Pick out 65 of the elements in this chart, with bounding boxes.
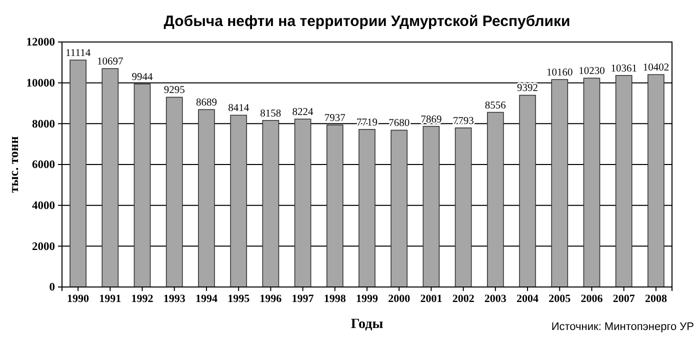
bar [390, 130, 408, 288]
y-tick-label: 8000 [32, 118, 56, 130]
bar [615, 75, 632, 288]
x-tick-label: 2004 [516, 292, 540, 305]
x-tick-label: 2006 [580, 292, 604, 305]
x-tick-label: 1998 [324, 292, 346, 305]
x-tick-label: 1994 [195, 292, 218, 305]
y-tick-label: 6000 [32, 159, 56, 172]
y-tick-label: 12000 [26, 36, 56, 49]
x-tick-label: 1991 [99, 292, 122, 305]
x-tick-label: 2003 [484, 292, 507, 305]
bar [294, 118, 312, 288]
data-label: 10697 [97, 56, 124, 68]
x-tick-label: 2002 [452, 292, 475, 305]
bar [358, 129, 376, 288]
bar [551, 79, 568, 288]
data-label: 8414 [228, 103, 250, 114]
data-label: 7937 [324, 112, 346, 124]
bar [519, 94, 536, 288]
x-tick-label: 1990 [67, 292, 90, 305]
data-label: 9944 [132, 72, 154, 83]
bar [648, 74, 664, 288]
data-label: 10160 [546, 68, 573, 79]
y-tick-label: 4000 [32, 200, 56, 212]
x-tick-label: 1999 [356, 292, 378, 305]
bar [454, 127, 472, 288]
bar [262, 120, 280, 288]
y-tick-label: 10000 [26, 78, 56, 90]
bar [583, 78, 600, 288]
data-label: 8689 [196, 98, 217, 109]
data-label: 10361 [610, 63, 637, 74]
bar [70, 60, 86, 288]
x-tick-label: 2001 [420, 292, 442, 305]
data-label: 9295 [164, 85, 185, 96]
x-tick-label: 1996 [260, 292, 282, 305]
bar [198, 109, 215, 288]
y-tick-label: 0 [49, 282, 56, 294]
bar [166, 96, 183, 288]
chart-title: Добыча нефти на территории Удмуртской Республики [164, 13, 570, 30]
y-axis-title: тыс. тонн [6, 136, 21, 193]
bar [422, 126, 440, 288]
data-label: 11114 [66, 48, 92, 60]
data-label: 8158 [260, 108, 282, 120]
data-label: 7869 [420, 114, 442, 126]
x-tick-label: 1995 [228, 292, 250, 305]
x-tick-label: 2005 [548, 292, 572, 305]
x-tick-label: 2007 [612, 292, 636, 305]
data-label: 8556 [484, 100, 506, 112]
bar [134, 84, 151, 288]
data-label: 10402 [642, 62, 670, 74]
bar [230, 114, 248, 288]
x-tick-label: 2008 [644, 292, 668, 305]
data-label: 8224 [292, 107, 314, 118]
x-tick-label: 1992 [131, 292, 154, 305]
bar [326, 124, 344, 288]
bar [486, 112, 504, 288]
bar [102, 68, 119, 288]
x-tick-label: 1997 [292, 292, 314, 305]
x-axis-title: Годы [350, 317, 384, 332]
x-tick-label: 2000 [388, 292, 411, 305]
text: Источник: Минтопэнерго УР [551, 321, 694, 333]
data-label: 9392 [517, 83, 538, 94]
x-tick-label: 1993 [163, 292, 186, 305]
y-tick-label: 2000 [32, 240, 56, 253]
data-label: 10230 [578, 66, 605, 78]
